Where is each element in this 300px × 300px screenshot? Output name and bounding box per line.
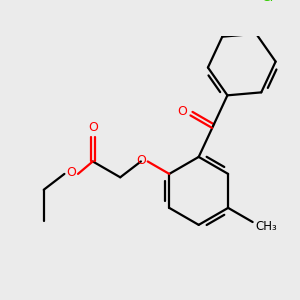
Text: CH₃: CH₃ [255,220,277,233]
Text: Cl: Cl [262,0,274,4]
Text: O: O [178,105,188,118]
Text: O: O [66,166,76,179]
Text: O: O [88,121,98,134]
Text: O: O [136,154,146,167]
